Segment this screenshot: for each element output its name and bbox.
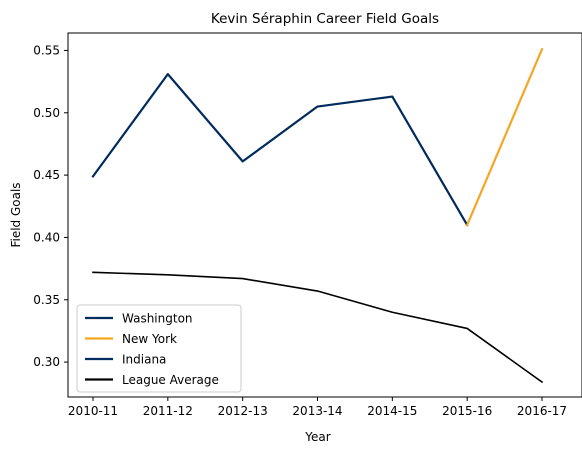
y-tick-label: 0.55 xyxy=(33,43,60,57)
legend-box xyxy=(76,304,242,393)
y-tick-label: 0.35 xyxy=(33,293,60,307)
legend: Washington New York Indiana League Average xyxy=(76,304,242,393)
series-line-league-average xyxy=(92,271,544,384)
plot-frame xyxy=(67,32,582,398)
y-axis-label: Field Goals xyxy=(9,182,23,247)
y-tick-label: 0.50 xyxy=(33,106,60,120)
y-axis: 0.30 0.35 0.40 0.45 0.50 0.55 xyxy=(33,43,68,369)
chart-title: Kevin Séraphin Career Field Goals xyxy=(211,11,439,27)
y-tick-label: 0.30 xyxy=(33,355,60,369)
legend-label: Indiana xyxy=(122,353,166,367)
x-tick-label: 2010-11 xyxy=(68,404,118,418)
x-tick-label: 2015-16 xyxy=(442,404,492,418)
y-tick-label: 0.45 xyxy=(33,168,60,182)
x-tick-label: 2014-15 xyxy=(367,404,417,418)
x-tick-label: 2013-14 xyxy=(292,404,342,418)
plot-area xyxy=(91,47,544,384)
x-tick-label: 2016-17 xyxy=(517,404,567,418)
series-line-washington xyxy=(91,73,469,227)
series-line-new-york xyxy=(465,47,544,227)
legend-label: Washington xyxy=(122,312,193,326)
x-axis-label: Year xyxy=(304,430,330,444)
y-tick-label: 0.40 xyxy=(33,230,60,244)
x-tick-label: 2011-12 xyxy=(143,404,193,418)
legend-label: League Average xyxy=(122,373,219,387)
x-axis: 2010-11 2011-12 2012-13 2013-14 2014-15 2015-… xyxy=(68,397,567,418)
x-tick-label: 2012-13 xyxy=(218,404,268,418)
legend-label: New York xyxy=(122,332,177,346)
